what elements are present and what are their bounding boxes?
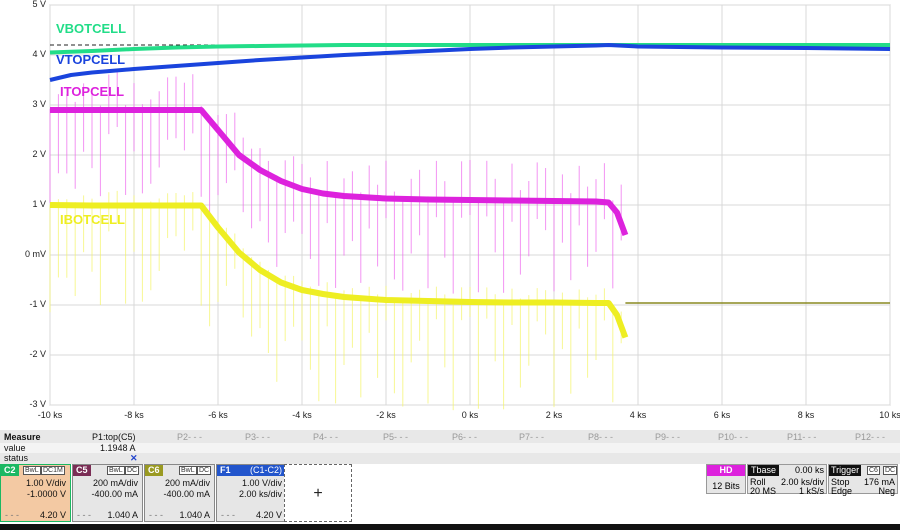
trace-itopcell [50, 107, 629, 237]
timebase-div: 2.00 ks/div [780, 477, 824, 487]
channel-c2-badge-coupling: DC1M [41, 466, 65, 475]
math-f1-timescale: 2.00 ks/div [238, 489, 282, 499]
trigger-type: Edge [831, 486, 853, 496]
measure-slot-6[interactable]: P6- - - [452, 432, 478, 442]
y-tick-label: 2 V [32, 149, 46, 159]
y-tick-label: -2 V [29, 349, 46, 359]
channel-c5-offset: -400.00 mA [91, 489, 138, 499]
y-tick-label: 3 V [32, 99, 46, 109]
trigger-label: Trigger [829, 465, 862, 476]
channel-c5-box[interactable]: C5 BwL DC 200 mA/div -400.00 mA - - - 1.… [72, 464, 143, 522]
x-tick-label: 4 ks [629, 410, 647, 420]
x-tick-label: -10 ks [37, 410, 63, 420]
measure-slot-12[interactable]: P12- - - [855, 432, 886, 442]
hd-bits: 12 Bits [712, 481, 740, 491]
timebase-panel[interactable]: Tbase 0.00 ks Roll 2.00 ks/div 20 MS 1 k… [747, 464, 827, 496]
measure-slot-1[interactable]: P1:top(C5) [92, 432, 136, 442]
measure-panel: Measure P1:top(C5) P2- - - P3- - - P4- -… [0, 430, 900, 464]
x-tick-label: 8 ks [797, 410, 815, 420]
timebase-label: Tbase [748, 465, 780, 476]
x-tick-label: 10 ks [879, 410, 900, 420]
y-tick-label: 1 V [32, 199, 46, 209]
channel-c5-readout: 1.040 A [107, 510, 138, 520]
measure-status-label: status [4, 453, 29, 463]
channel-c5-badge-bwl: BwL [107, 466, 125, 475]
bottom-bar [0, 524, 900, 530]
channel-c5-scale: 200 mA/div [92, 478, 138, 488]
measure-label: Measure [4, 432, 41, 442]
channel-c6-tag: C6 [145, 465, 163, 476]
trigger-slope: Neg [878, 486, 895, 496]
math-f1-tag: F1 [217, 465, 234, 476]
measure-slot-9[interactable]: P9- - - [655, 432, 681, 442]
math-f1-readout: 4.20 V [255, 510, 282, 520]
trace-label-ibotcell: IBOTCELL [60, 212, 125, 227]
channel-c2-scale: 1.00 V/div [25, 478, 66, 488]
measure-slot-3[interactable]: P3- - - [245, 432, 271, 442]
channel-c6-offset: -400.00 mA [163, 489, 210, 499]
trace-label-vtopcell: VTOPCELL [56, 52, 126, 67]
measure-value-label: value [4, 443, 26, 453]
waveform-plot [49, 4, 891, 411]
timebase-value: 0.00 ks [794, 465, 824, 475]
x-tick-label: -2 ks [376, 410, 396, 420]
measure-slot-7[interactable]: P7- - - [519, 432, 545, 442]
add-trace-button[interactable]: + [284, 464, 352, 522]
channel-c5-tag: C5 [73, 465, 91, 476]
y-tick-label: 5 V [32, 0, 46, 9]
measure-slot-11[interactable]: P11- - - [787, 432, 817, 442]
x-tick-label: 2 ks [545, 410, 563, 420]
x-tick-label: -4 ks [292, 410, 312, 420]
channel-c6-badge-coupling: DC [197, 466, 212, 475]
measure-p1-status-icon: ✕ [130, 453, 138, 463]
trace-label-itopcell: ITOPCELL [60, 84, 125, 99]
timebase-memory: 20 MS [750, 486, 777, 496]
trigger-state: Stop [831, 477, 850, 487]
timebase-mode: Roll [750, 477, 766, 487]
trace-ibotcell [49, 202, 629, 339]
hd-indicator[interactable]: HD 12 Bits [706, 464, 746, 494]
math-f1-scale: 1.00 V/div [241, 478, 282, 488]
trigger-panel[interactable]: Trigger C6 DC Stop 176 mA Edge Neg [828, 464, 898, 496]
x-tick-label: 0 ks [461, 410, 479, 420]
measure-slot-8[interactable]: P8- - - [588, 432, 614, 442]
math-f1-box[interactable]: F1 (C1-C2) 1.00 V/div 2.00 ks/div - - - … [216, 464, 287, 522]
measure-slot-5[interactable]: P5- - - [383, 432, 409, 442]
channel-c2-readout: 4.20 V [39, 510, 66, 520]
timebase-rate: 1 kS/s [798, 486, 824, 496]
channel-c2-badge-bwl: BwL [23, 466, 41, 475]
measure-slot-4[interactable]: P4- - - [313, 432, 339, 442]
channel-c2-box[interactable]: C2 BwL DC1M 1.00 V/div -1.0000 V - - - 4… [0, 464, 71, 522]
measure-p1-value: 1.1948 A [100, 443, 136, 453]
trigger-source-badge: C6 [867, 466, 880, 475]
trigger-level: 176 mA [863, 477, 895, 487]
x-tick-label: -8 ks [124, 410, 144, 420]
plus-icon: + [313, 485, 323, 502]
y-tick-label: -1 V [29, 299, 46, 309]
channel-c2-offset: -1.0000 V [26, 489, 66, 499]
channel-c6-badge-bwl: BwL [179, 466, 197, 475]
channel-c5-badge-coupling: DC [125, 466, 140, 475]
trace-vtopcell [49, 43, 891, 82]
x-tick-label: 6 ks [713, 410, 731, 420]
channel-c6-box[interactable]: C6 BwL DC 200 mA/div -400.00 mA - - - 1.… [144, 464, 215, 522]
measure-slot-2[interactable]: P2- - - [177, 432, 203, 442]
math-f1-formula: (C1-C2) [249, 465, 282, 475]
channel-c2-tag: C2 [1, 465, 19, 476]
y-tick-label: 4 V [32, 49, 46, 59]
hd-label: HD [707, 465, 745, 476]
channel-c6-readout: 1.040 A [179, 510, 210, 520]
trace-label-vbotcell: VBOTCELL [56, 21, 127, 36]
y-tick-label: -3 V [29, 399, 46, 409]
trigger-coupling-badge: DC [883, 466, 898, 475]
x-tick-label: -6 ks [208, 410, 228, 420]
channel-c6-scale: 200 mA/div [164, 478, 210, 488]
measure-slot-10[interactable]: P10- - - [718, 432, 749, 442]
y-tick-label: 0 mV [24, 249, 46, 259]
waveform-display[interactable]: 5 V 4 V 3 V 2 V 1 V 0 mV -1 V -2 V -3 V -10 ks -8… [0, 0, 900, 430]
